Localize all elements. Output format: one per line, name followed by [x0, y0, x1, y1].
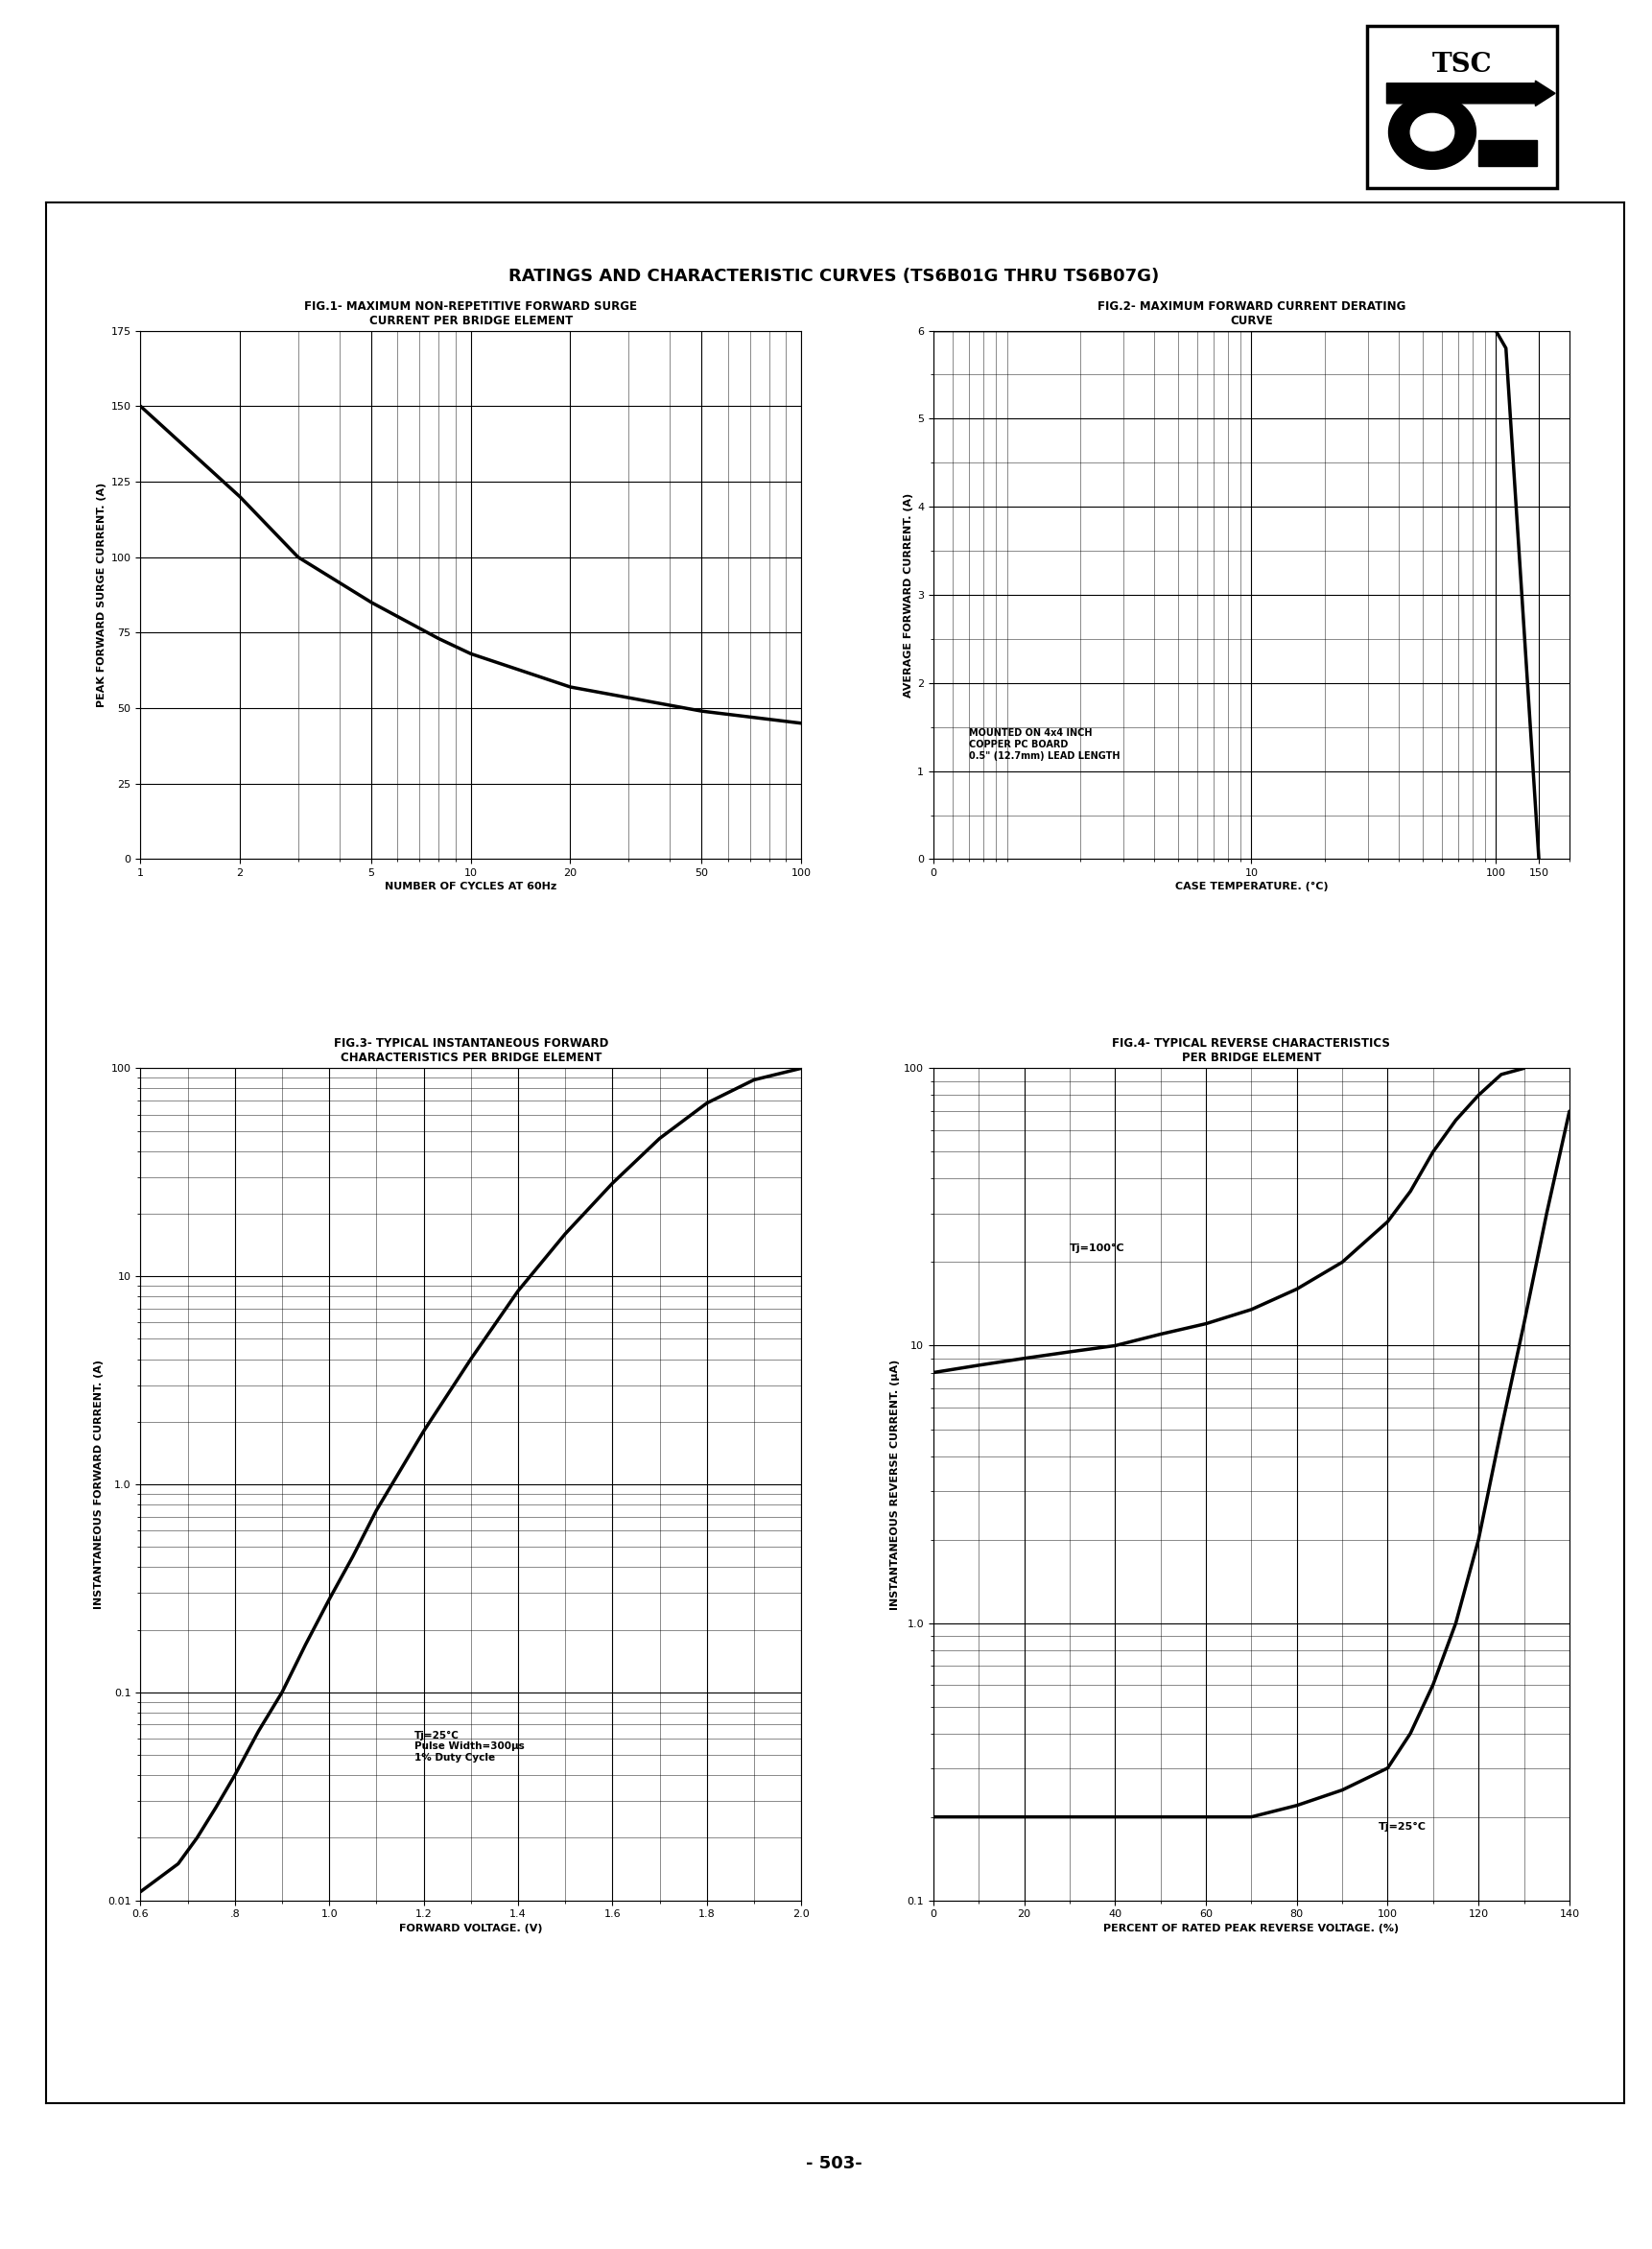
Text: RATINGS AND CHARACTERISTIC CURVES (TS6B01G THRU TS6B07G): RATINGS AND CHARACTERISTIC CURVES (TS6B0… [509, 268, 1160, 286]
Title: FIG.2- MAXIMUM FORWARD CURRENT DERATING
CURVE: FIG.2- MAXIMUM FORWARD CURRENT DERATING … [1097, 299, 1406, 326]
Title: FIG.3- TYPICAL INSTANTANEOUS FORWARD
CHARACTERISTICS PER BRIDGE ELEMENT: FIG.3- TYPICAL INSTANTANEOUS FORWARD CHA… [334, 1037, 608, 1064]
Text: TSC: TSC [1432, 52, 1492, 79]
Text: Tj=100°C: Tj=100°C [1070, 1244, 1125, 1253]
Text: - 503-: - 503- [806, 2155, 862, 2173]
Y-axis label: PEAK FORWARD SURGE CURRENT. (A): PEAK FORWARD SURGE CURRENT. (A) [97, 484, 107, 706]
Text: MOUNTED ON 4x4 INCH
COPPER PC BOARD
0.5" (12.7mm) LEAD LENGTH: MOUNTED ON 4x4 INCH COPPER PC BOARD 0.5"… [970, 729, 1120, 760]
Text: Tj=25°C
Pulse Width=300μs
1% Duty Cycle: Tj=25°C Pulse Width=300μs 1% Duty Cycle [415, 1729, 524, 1763]
X-axis label: NUMBER OF CYCLES AT 60Hz: NUMBER OF CYCLES AT 60Hz [385, 882, 557, 891]
Bar [1479, 139, 1538, 166]
Text: Tj=25°C: Tj=25°C [1378, 1822, 1427, 1831]
Y-axis label: INSTANTANEOUS REVERSE CURRENT. (μA): INSTANTANEOUS REVERSE CURRENT. (μA) [890, 1358, 900, 1610]
Title: FIG.1- MAXIMUM NON-REPETITIVE FORWARD SURGE
CURRENT PER BRIDGE ELEMENT: FIG.1- MAXIMUM NON-REPETITIVE FORWARD SU… [304, 299, 638, 326]
X-axis label: FORWARD VOLTAGE. (V): FORWARD VOLTAGE. (V) [400, 1923, 542, 1932]
X-axis label: CASE TEMPERATURE. (°C): CASE TEMPERATURE. (°C) [1175, 882, 1328, 891]
Circle shape [1411, 112, 1454, 151]
Circle shape [1389, 94, 1475, 169]
FancyArrow shape [1386, 81, 1555, 106]
X-axis label: PERCENT OF RATED PEAK REVERSE VOLTAGE. (%): PERCENT OF RATED PEAK REVERSE VOLTAGE. (… [1104, 1923, 1399, 1932]
Y-axis label: INSTANTANEOUS FORWARD CURRENT. (A): INSTANTANEOUS FORWARD CURRENT. (A) [94, 1361, 104, 1608]
Y-axis label: AVERAGE FORWARD CURRENT. (A): AVERAGE FORWARD CURRENT. (A) [904, 493, 914, 697]
Title: FIG.4- TYPICAL REVERSE CHARACTERISTICS
PER BRIDGE ELEMENT: FIG.4- TYPICAL REVERSE CHARACTERISTICS P… [1112, 1037, 1391, 1064]
